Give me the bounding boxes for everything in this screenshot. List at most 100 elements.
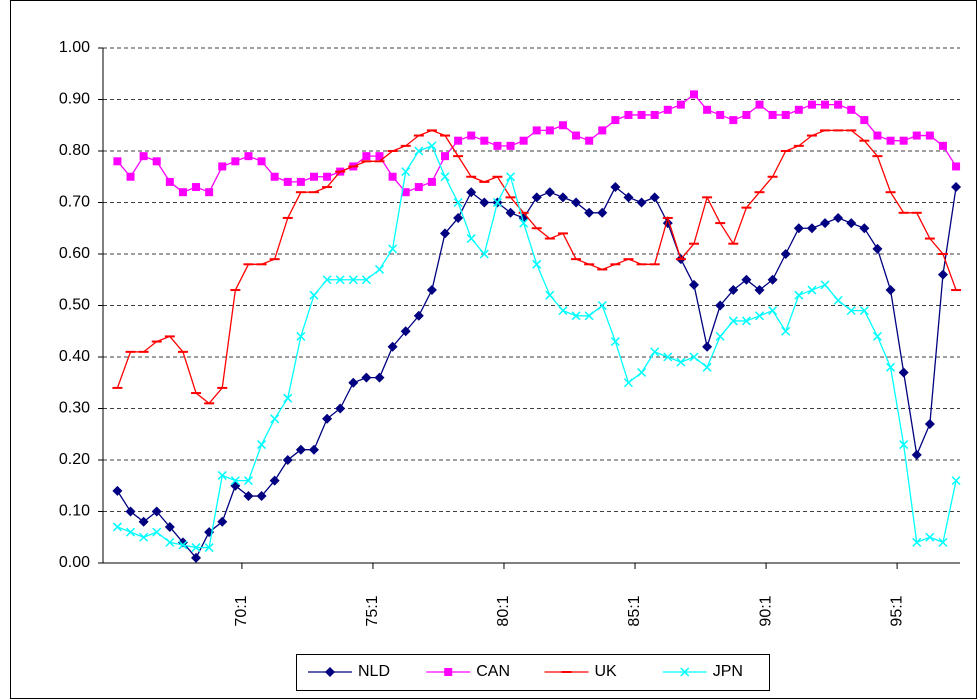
marker bbox=[231, 157, 240, 166]
marker bbox=[938, 141, 947, 150]
marker bbox=[230, 476, 240, 486]
marker bbox=[112, 485, 123, 496]
marker bbox=[806, 223, 817, 234]
marker bbox=[689, 352, 699, 362]
marker bbox=[624, 110, 633, 119]
marker bbox=[951, 476, 961, 486]
marker bbox=[885, 285, 896, 296]
marker bbox=[637, 110, 646, 119]
marker bbox=[873, 131, 882, 140]
marker bbox=[152, 157, 161, 166]
marker bbox=[444, 668, 453, 676]
marker bbox=[401, 188, 410, 197]
marker bbox=[571, 311, 581, 321]
marker bbox=[257, 440, 267, 450]
marker bbox=[454, 136, 463, 145]
marker bbox=[859, 306, 869, 316]
marker bbox=[519, 218, 529, 228]
marker bbox=[506, 141, 515, 150]
marker bbox=[545, 126, 554, 135]
marker bbox=[597, 300, 607, 311]
marker bbox=[441, 152, 450, 161]
marker bbox=[781, 110, 790, 119]
x-tick-label: 70:1 bbox=[233, 595, 250, 626]
marker bbox=[205, 188, 214, 197]
marker bbox=[715, 300, 726, 311]
marker bbox=[558, 306, 568, 316]
marker bbox=[480, 136, 489, 145]
marker bbox=[924, 418, 935, 429]
marker bbox=[572, 131, 581, 140]
marker bbox=[925, 131, 934, 140]
marker bbox=[322, 413, 333, 424]
marker bbox=[872, 331, 882, 341]
marker bbox=[113, 157, 122, 166]
marker bbox=[325, 667, 335, 677]
marker bbox=[283, 177, 292, 186]
marker bbox=[598, 126, 607, 135]
marker bbox=[427, 141, 437, 151]
legend-label: NLD bbox=[358, 663, 390, 680]
marker bbox=[139, 152, 148, 161]
marker bbox=[650, 110, 659, 119]
marker bbox=[125, 506, 136, 517]
y-tick-label: 1.00 bbox=[59, 39, 90, 56]
marker bbox=[821, 100, 830, 109]
marker bbox=[807, 100, 816, 109]
marker bbox=[296, 177, 305, 186]
marker bbox=[636, 197, 647, 208]
marker bbox=[204, 543, 214, 553]
chart-frame bbox=[10, 0, 977, 699]
marker bbox=[440, 172, 450, 182]
marker bbox=[256, 491, 267, 502]
marker bbox=[937, 269, 948, 280]
y-tick-label: 0.40 bbox=[59, 348, 90, 365]
y-tick-label: 0.50 bbox=[59, 297, 90, 314]
marker bbox=[308, 444, 319, 455]
marker bbox=[479, 197, 490, 208]
marker bbox=[544, 187, 555, 198]
marker bbox=[859, 223, 870, 234]
marker bbox=[834, 100, 843, 109]
marker bbox=[467, 131, 476, 140]
marker bbox=[676, 100, 685, 109]
marker bbox=[557, 192, 568, 203]
marker bbox=[741, 316, 751, 326]
marker bbox=[689, 90, 698, 99]
marker bbox=[519, 136, 528, 145]
marker bbox=[322, 275, 332, 285]
marker bbox=[453, 197, 463, 208]
marker bbox=[688, 279, 699, 290]
marker bbox=[165, 177, 174, 186]
marker bbox=[426, 285, 437, 296]
y-tick-label: 0.70 bbox=[59, 194, 90, 211]
marker bbox=[623, 378, 633, 388]
marker bbox=[571, 197, 582, 208]
marker bbox=[296, 331, 306, 341]
marker bbox=[270, 414, 280, 424]
marker bbox=[505, 207, 516, 218]
marker bbox=[309, 172, 318, 181]
marker bbox=[243, 476, 253, 486]
marker bbox=[257, 157, 266, 166]
marker bbox=[938, 537, 948, 547]
marker bbox=[623, 192, 634, 203]
marker bbox=[125, 527, 136, 537]
marker bbox=[112, 522, 122, 532]
marker bbox=[217, 516, 228, 527]
marker bbox=[348, 377, 359, 388]
marker bbox=[178, 540, 188, 550]
marker bbox=[244, 152, 253, 161]
marker bbox=[847, 105, 856, 114]
marker bbox=[637, 367, 647, 377]
x-tick-label: 90:1 bbox=[757, 595, 774, 626]
y-tick-label: 0.20 bbox=[59, 451, 90, 468]
marker bbox=[492, 197, 502, 208]
marker bbox=[703, 105, 712, 114]
marker bbox=[780, 249, 791, 259]
marker bbox=[282, 455, 293, 465]
marker bbox=[152, 527, 162, 537]
marker bbox=[793, 223, 804, 234]
marker bbox=[375, 152, 384, 161]
marker bbox=[702, 362, 712, 372]
